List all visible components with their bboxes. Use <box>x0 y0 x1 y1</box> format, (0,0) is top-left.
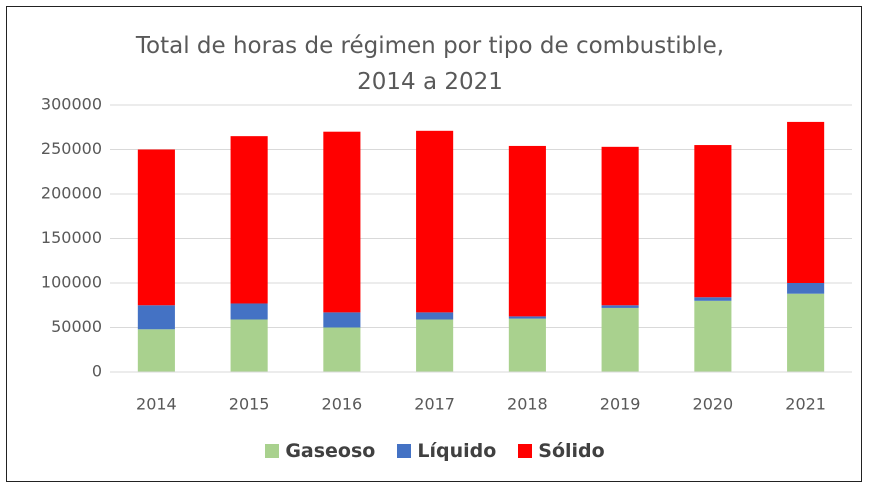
legend-label: Sólido <box>538 440 605 462</box>
bar-segment <box>601 307 639 372</box>
x-tick-label: 2014 <box>136 395 177 414</box>
x-tick-label: 2017 <box>414 395 455 414</box>
x-tick-label: 2016 <box>322 395 363 414</box>
bar-segment <box>416 312 454 320</box>
bar-segment <box>323 327 361 372</box>
legend-item: Gaseoso <box>265 440 375 462</box>
x-tick-label: 2019 <box>600 395 641 414</box>
x-tick-label: 2020 <box>693 395 734 414</box>
bar-segment <box>137 305 175 330</box>
bar-segment <box>416 319 454 372</box>
bar-segment <box>323 131 361 313</box>
y-tick-label: 0 <box>92 362 102 381</box>
y-tick-label: 50000 <box>51 317 102 336</box>
bar-segment <box>137 329 175 372</box>
legend-item: Líquido <box>397 440 496 462</box>
bar-segment <box>323 312 361 328</box>
chart-title: Total de horas de régimen por tipo de co… <box>135 33 725 95</box>
y-tick-label: 300000 <box>41 95 102 114</box>
legend-label: Líquido <box>417 440 497 462</box>
bar-segment <box>694 297 732 301</box>
bar-segment <box>787 283 825 294</box>
bar-segment <box>230 319 268 372</box>
bar-segment <box>694 145 732 298</box>
bar-segment <box>787 121 825 283</box>
x-tick-label: 2021 <box>785 395 826 414</box>
bar-segment <box>601 305 639 308</box>
y-tick-label: 250000 <box>41 139 102 158</box>
legend-swatch <box>518 444 533 458</box>
y-tick-label: 200000 <box>41 184 102 203</box>
legend: Gaseoso Líquido Sólido <box>0 440 870 462</box>
y-tick-label: 150000 <box>41 228 102 247</box>
bar-segment <box>137 149 175 306</box>
bar-segment <box>230 303 268 320</box>
x-tick-label: 2015 <box>229 395 270 414</box>
bar-segment <box>694 300 732 372</box>
bar-segment <box>230 136 268 304</box>
y-tick-label: 100000 <box>41 273 102 292</box>
chart-frame <box>6 6 862 482</box>
legend-label: Gaseoso <box>285 440 376 462</box>
legend-swatch <box>265 444 280 458</box>
bar-segment <box>787 293 825 372</box>
legend-item: Sólido <box>518 440 605 462</box>
legend-swatch <box>397 444 412 458</box>
x-tick-label: 2018 <box>507 395 548 414</box>
bar-segment <box>508 318 546 372</box>
bar-segment <box>508 145 546 317</box>
bar-segment <box>416 130 454 313</box>
bar-segment <box>601 146 639 306</box>
bar-segment <box>508 316 546 319</box>
